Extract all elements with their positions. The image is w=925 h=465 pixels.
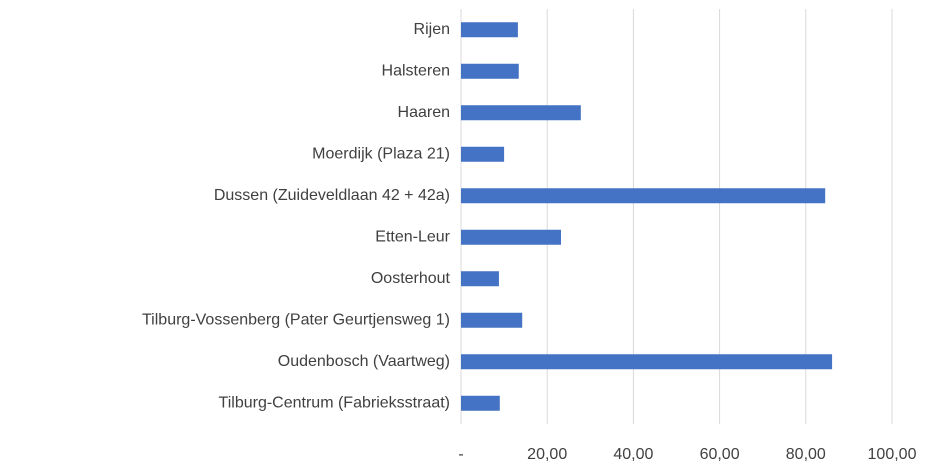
y-tick-label: Dussen (Zuideveldlaan 42 + 42a) — [214, 187, 450, 204]
bar — [461, 146, 505, 162]
bar — [461, 395, 500, 411]
y-tick-label: Halsteren — [382, 62, 450, 79]
bar — [461, 105, 581, 121]
y-tick-label: Etten-Leur — [375, 228, 450, 245]
y-tick-label: Moerdijk (Plaza 21) — [312, 145, 450, 162]
x-tick-label: 40,00 — [613, 446, 653, 463]
bar — [461, 271, 499, 287]
bar — [461, 188, 826, 204]
x-tick-label: - — [458, 446, 463, 463]
x-tick-label: 100,00 — [868, 446, 917, 463]
x-tick-label: 60,00 — [700, 446, 740, 463]
x-tick-label: 20,00 — [527, 446, 567, 463]
bar — [461, 354, 833, 370]
y-tick-label: Rijen — [414, 21, 450, 38]
y-tick-label: Tilburg-Centrum (Fabrieksstraat) — [219, 394, 450, 411]
y-tick-label: Haaren — [398, 104, 450, 121]
bar — [461, 312, 523, 328]
bar — [461, 63, 519, 79]
bar — [461, 229, 561, 245]
y-tick-label: Oosterhout — [371, 270, 451, 287]
bar — [461, 22, 518, 38]
x-tick-label: 80,00 — [786, 446, 826, 463]
y-tick-label: Tilburg-Vossenberg (Pater Geurtjensweg 1… — [142, 311, 450, 328]
y-tick-label: Oudenbosch (Vaartweg) — [278, 353, 450, 370]
